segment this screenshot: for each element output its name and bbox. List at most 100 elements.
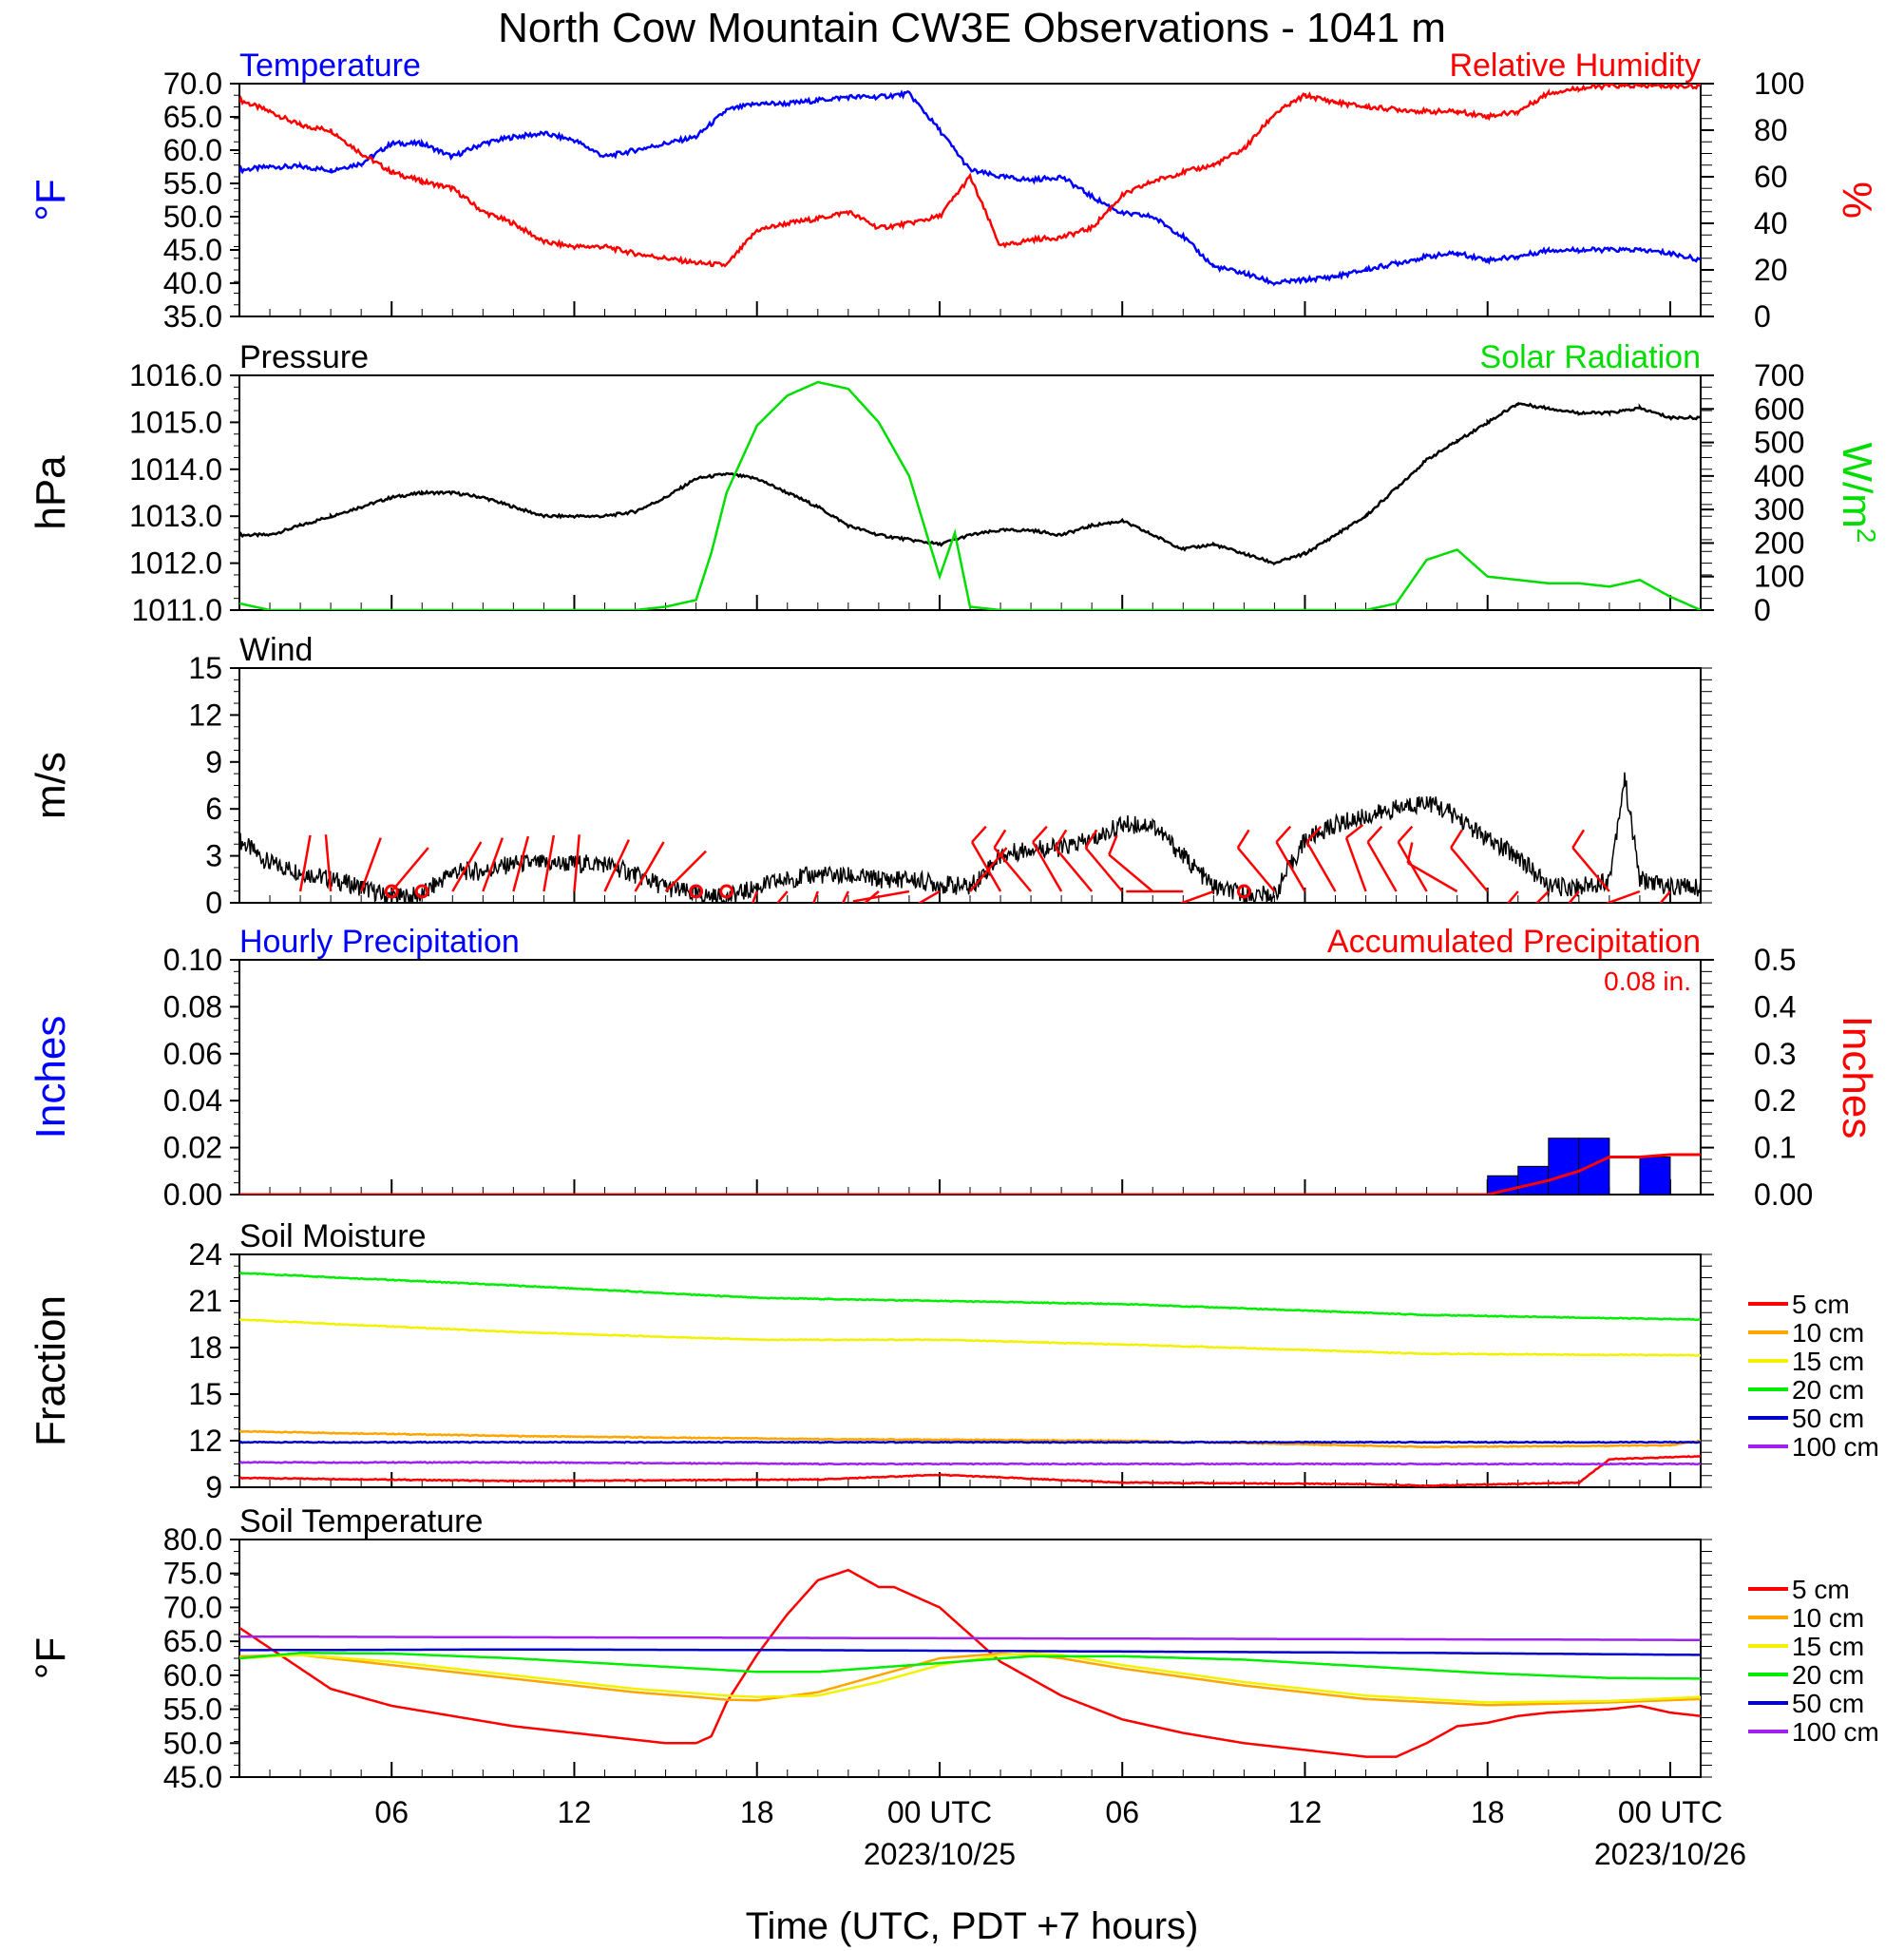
panel-title-left: Hourly Precipitation [239,924,520,960]
wind-barb-feather [1236,829,1250,849]
panel-precipitation: 0.00 0.02 0.04 0.06 0.08 0.10 0.00 0.1 0.2 0.3 0.4… [28,924,1880,1212]
y-tick-label: 45.0 [163,233,222,267]
y-tick-label: 65.0 [163,1624,222,1658]
x-tick-label: 12 [558,1795,592,1829]
wind-barb-feather [1032,825,1048,843]
wind-barb [1450,847,1489,892]
plot-area [239,772,1701,903]
x-date-label: 2023/10/26 [1594,1837,1746,1871]
wind-barb-feather [993,829,1007,849]
x-tick-label: 00 UTC [1618,1795,1723,1829]
wind-barb [1568,890,1580,903]
x-tick-label: 18 [1471,1795,1505,1829]
wind-barb-feather [1084,829,1098,849]
x-tick-label: 06 [1105,1795,1139,1829]
panel-temperature-humidity: 35.040.045.050.055.060.065.070.0 0 20 40 60 8… [28,48,1880,334]
y-right-tick-label: 300 [1754,492,1804,526]
wind-barb [1084,847,1124,892]
y-tick-label: 55.0 [163,166,222,201]
panel-title-left: Soil Moisture [239,1218,427,1254]
wind-barb [752,890,758,903]
wind-barb [298,834,312,892]
y-axis-label: °F [28,1637,74,1679]
y-tick-label: 1013.0 [129,499,222,533]
y-tick-label: 1012.0 [129,546,222,581]
wind-barb [1407,861,1458,893]
y-right-tick-label: 0 [1754,593,1771,627]
wind-barb [1605,889,1641,903]
wind-barb-feather [971,825,987,843]
y-tick-label: 15 [188,651,222,685]
y-tick-label: 3 [205,839,222,873]
wind-barb-feather [1571,829,1586,849]
wind-barb [1054,847,1094,892]
y-tick-label: 1014.0 [129,452,222,487]
wind-barb [359,837,382,892]
y-tick-label: 75.0 [163,1557,222,1591]
legend-label: 15 cm [1792,1632,1864,1661]
wind-barb [1236,847,1276,892]
series-line-0 [239,89,1701,287]
y-tick-label: 60.0 [163,1658,222,1693]
y-tick-label: 55.0 [163,1693,222,1727]
y-tick-label: 12 [188,1424,222,1458]
y-right-tick-label: 400 [1754,459,1804,493]
series-line-10cm [239,1429,1701,1449]
y-tick-label: 70.0 [163,67,222,101]
series-line-5cm [239,1454,1701,1487]
panel-wind: 0 3 6 9 12 15 Wind m/s [28,632,1712,920]
accumulated-precip-line [239,1153,1701,1195]
wind-barb [812,890,819,903]
y-right-axis-label: % [1834,182,1880,219]
wind-barb [1305,841,1337,892]
y-tick-label: 35.0 [163,299,222,334]
series-line-1 [239,380,1701,610]
y-right-axis-label: Inches [1834,1016,1880,1139]
y-tick-label: 60.0 [163,133,222,167]
wind-barb-feather [1054,829,1068,849]
wind-barb-feather [1397,825,1414,843]
panels: 35.040.045.050.055.060.065.070.002040608… [28,48,1882,1871]
y-right-axis-label-sup: 2 [1853,528,1882,544]
y-tick-label: 0.10 [163,943,222,977]
y-tick-label: 50.0 [163,200,222,234]
y-tick-label: 40.0 [163,266,222,300]
legend-label: 10 cm [1792,1603,1864,1633]
wind-barb [917,889,941,903]
y-tick-label: 50.0 [163,1726,222,1760]
y-right-tick-label: 100 [1754,67,1804,101]
wind-barb [324,834,333,892]
wind-barb [776,890,789,903]
calm-wind-circle [414,884,429,899]
y-tick-label: 0.02 [163,1131,222,1165]
y-tick-label: 9 [205,1470,222,1504]
calm-wind-circle [1236,884,1251,899]
wind-barb-feather [1345,824,1364,839]
x-axis-title: Time (UTC, PDT +7 hours) [746,1905,1199,1947]
wind-barb [1108,853,1154,892]
y-tick-label: 18 [188,1330,222,1365]
legend-label: 15 cm [1792,1347,1864,1376]
legend-label: 5 cm [1792,1575,1850,1604]
y-tick-label: 70.0 [163,1590,222,1624]
y-right-tick-label: 600 [1754,392,1804,426]
y-tick-label: 80.0 [163,1522,222,1557]
y-tick-label: 1011.0 [132,593,223,627]
legend-label: 20 cm [1792,1660,1864,1690]
wind-barb [573,834,581,892]
y-tick-label: 0.04 [163,1083,222,1118]
plot-area [239,1271,1701,1487]
calm-wind-circle [719,884,734,899]
precip-bar [1578,1138,1610,1195]
panel-title-left: Pressure [239,339,369,375]
calm-wind-circle [384,884,399,899]
y-tick-label: 12 [188,698,222,732]
y-tick-label: 9 [205,745,222,779]
y-tick-label: 1015.0 [129,405,222,439]
legend-label: 5 cm [1792,1290,1850,1319]
plot-area [239,1568,1701,1758]
x-date-label: 2023/10/25 [864,1837,1016,1871]
wind-barb-feather [1366,825,1383,843]
wind-barb [1571,847,1610,892]
y-tick-label: 0.00 [163,1177,222,1212]
